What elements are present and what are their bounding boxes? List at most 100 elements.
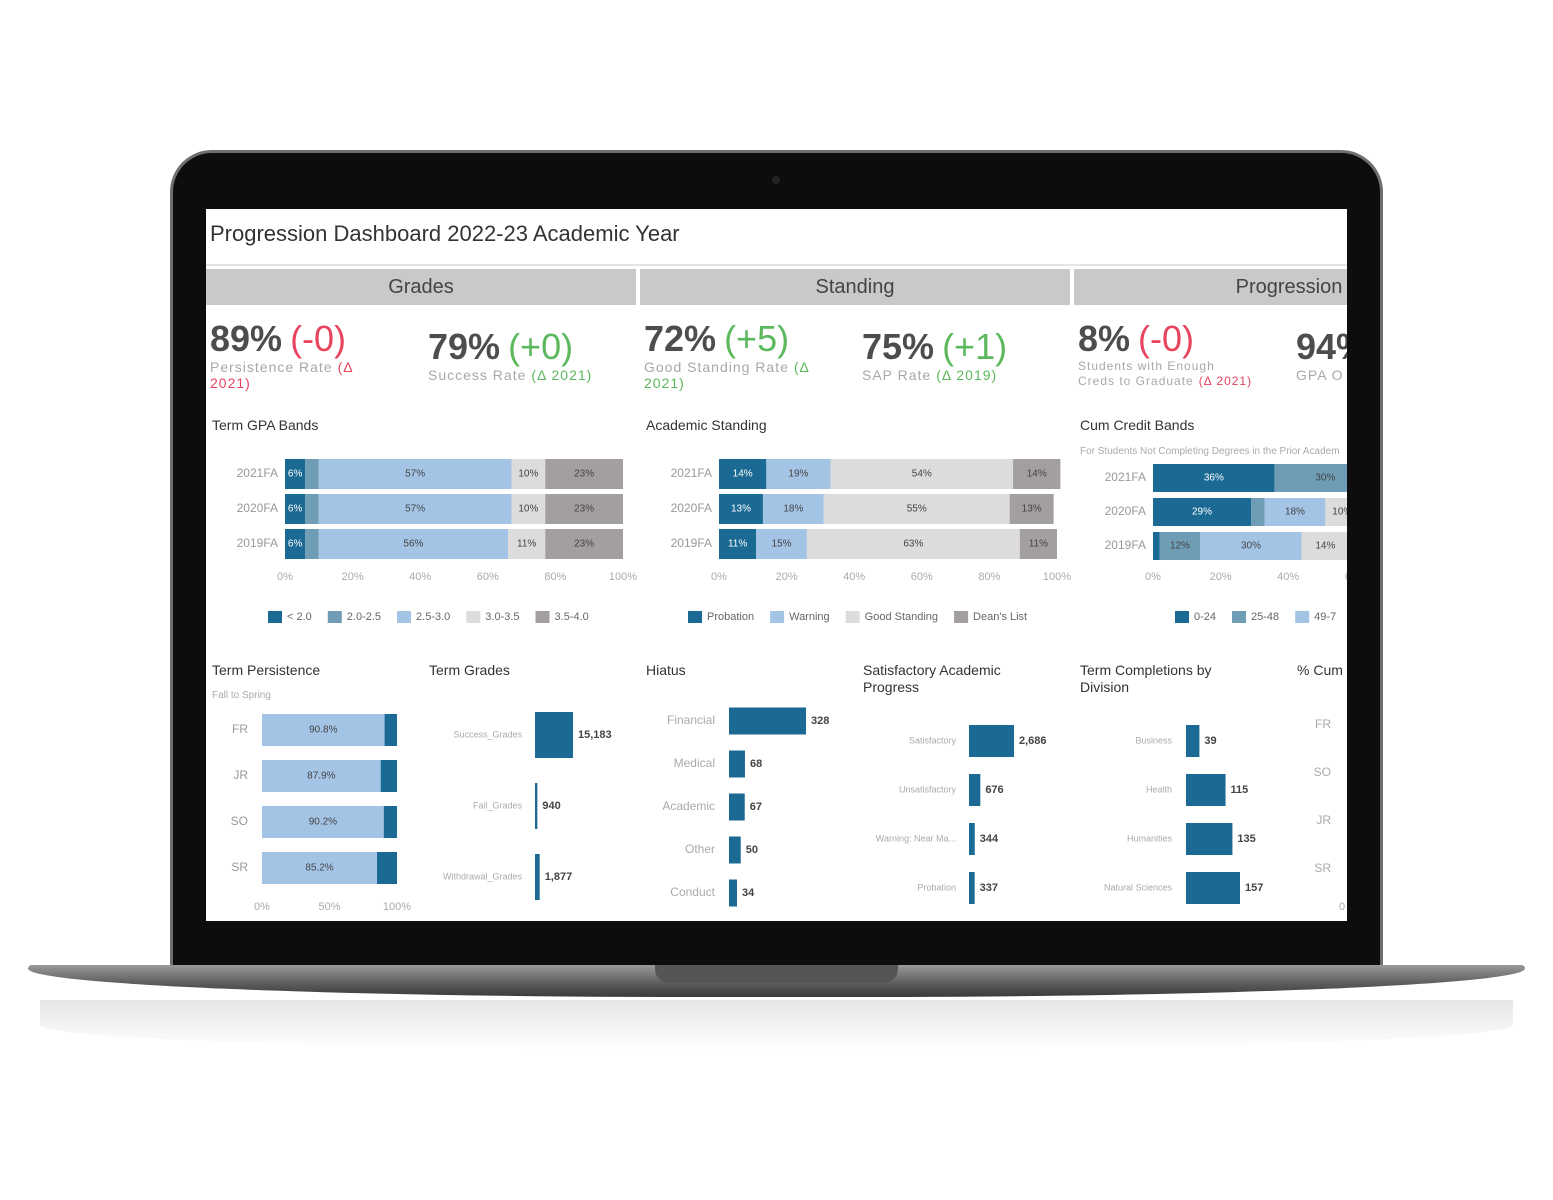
category-label: 2021FA [671, 466, 712, 480]
legend-label: < 2.0 [287, 611, 312, 623]
chart: 2021FA 14% 19% 54% 14% 2020FA 13% 18% 55% 13% 2019… [671, 459, 1071, 623]
segment-label: 57% [405, 469, 425, 480]
segment-label: 23% [574, 504, 594, 515]
chart-panel: Cum Credit Bands For Students Not Complet… [1074, 409, 1347, 629]
chart-title: Academic Standing [646, 417, 767, 433]
segment-label: 18% [1285, 507, 1305, 518]
kpi-change: (+5) [724, 318, 790, 359]
kpi-change: (-0) [290, 318, 347, 359]
bar-segment [508, 529, 546, 559]
legend-label: 3.5-4.0 [555, 611, 589, 623]
kpi-value: 89% [210, 318, 283, 359]
category-label: Fail_Grades [473, 800, 523, 810]
bar-segment [1019, 529, 1057, 559]
segment-label: 23% [574, 539, 594, 550]
segment-label: 11% [517, 539, 536, 550]
x-tick-label: 100% [383, 901, 411, 913]
bar-segment [511, 494, 546, 524]
category-label: 2019FA [237, 536, 278, 550]
bar-segment [1325, 498, 1347, 526]
segment-label: 14% [1027, 469, 1047, 480]
bar-segment [1153, 464, 1275, 492]
x-tick-label: 60% [477, 571, 499, 583]
x-tick-label: 0 [1339, 901, 1345, 913]
category-label: 2019FA [1105, 538, 1146, 552]
legend-label: Dean's List [973, 611, 1027, 623]
bar-segment [383, 806, 397, 838]
category-label: 2021FA [237, 466, 278, 480]
kpi-value: 8% [1078, 318, 1131, 359]
chart: Financial 328 Medical 68 Academic 67 Other 50 Co… [662, 707, 829, 907]
x-tick-label: 80% [544, 571, 566, 583]
kpi-value: 79% [428, 326, 501, 367]
legend-swatch [688, 611, 702, 623]
legend-swatch [770, 611, 785, 623]
category-label: Academic [662, 799, 715, 813]
legend-swatch [466, 611, 481, 623]
kpi-caption: Success Rate (Δ 2021) [428, 367, 628, 383]
x-tick-label: 100% [1043, 571, 1071, 583]
bar [535, 783, 538, 829]
segment-label: 10% [518, 469, 538, 480]
chart-panel: Term Persistence Fall to Spring FR 90.8% JR 8… [206, 660, 423, 920]
bar-segment [262, 714, 385, 746]
category-label: 2020FA [1105, 504, 1146, 518]
segment-label: 15% [772, 539, 792, 550]
camera [772, 176, 780, 184]
value-label: 67 [750, 801, 762, 813]
category-label: FR [232, 722, 248, 736]
x-tick-label: 40% [843, 571, 865, 583]
kpi-caption: SAP Rate (Δ 2019) [862, 367, 1062, 383]
x-tick-label: 50% [318, 901, 340, 913]
legend-swatch [397, 611, 412, 623]
chart: FR SO JR SR 0 [1314, 717, 1345, 913]
category-label: FR [1315, 717, 1331, 731]
kpi-compare: (Δ 2021) [1198, 374, 1253, 388]
bar-segment [1153, 498, 1252, 526]
kpi-number: 94% [1296, 327, 1347, 367]
legend-label: Probation [707, 611, 754, 623]
kpi-change: (-0) [1138, 318, 1195, 359]
legend-swatch [327, 611, 342, 623]
segment-label: 13% [1022, 504, 1042, 515]
value-label: 157 [1245, 882, 1263, 894]
chart-subtitle: For Students Not Completing Degrees in t… [1080, 446, 1340, 457]
bar-segment [305, 459, 319, 489]
kpi: 79% (+0) Success Rate (Δ 2021) [428, 326, 628, 384]
bar-segment [377, 852, 397, 884]
bar [535, 854, 540, 900]
value-label: 676 [985, 784, 1003, 796]
title-rule [206, 264, 1347, 266]
bar [969, 774, 981, 806]
category-label: Financial [667, 713, 715, 727]
legend-swatch [845, 611, 860, 623]
kpi-caption: Persistence Rate (Δ 2021) [210, 359, 385, 391]
kpi-label: Good Standing Rate [644, 359, 789, 375]
kpi-number: 72% (+5) [644, 319, 819, 359]
segment-label: 6% [288, 504, 303, 515]
bar [729, 879, 737, 907]
kpi-caption: Good Standing Rate (Δ 2021) [644, 359, 819, 391]
chart-title: % Cum [1297, 662, 1343, 678]
bar-segment [262, 760, 381, 792]
segment-label: 11% [1029, 539, 1048, 550]
chart-panel: % Cum FR SO JR SR 0 [1291, 660, 1347, 920]
segment-label: 57% [405, 504, 425, 515]
legend-swatch [1295, 611, 1310, 623]
category-label: JR [1316, 813, 1331, 827]
chart-title: Term Persistence [212, 662, 321, 678]
screen: Progression Dashboard 2022-23 Academic Y… [206, 209, 1347, 921]
bar-segment [1301, 532, 1347, 560]
chart-title: Hiatus [646, 662, 686, 678]
kpi: 72% (+5) Good Standing Rate (Δ 2021) [644, 319, 819, 392]
segment-label: 55% [907, 504, 927, 515]
value-label: 50 [746, 844, 758, 856]
category-label: Withdrawal_Grades [443, 871, 523, 881]
laptop-shadow [40, 1000, 1513, 1050]
bar-segment [305, 494, 319, 524]
value-label: 34 [742, 887, 755, 899]
x-tick-label: 20% [776, 571, 798, 583]
chart-panel: Satisfactory Academic Progress Satisfacto… [857, 660, 1074, 920]
x-tick-label: 0% [711, 571, 727, 583]
bar-segment [1159, 532, 1201, 560]
